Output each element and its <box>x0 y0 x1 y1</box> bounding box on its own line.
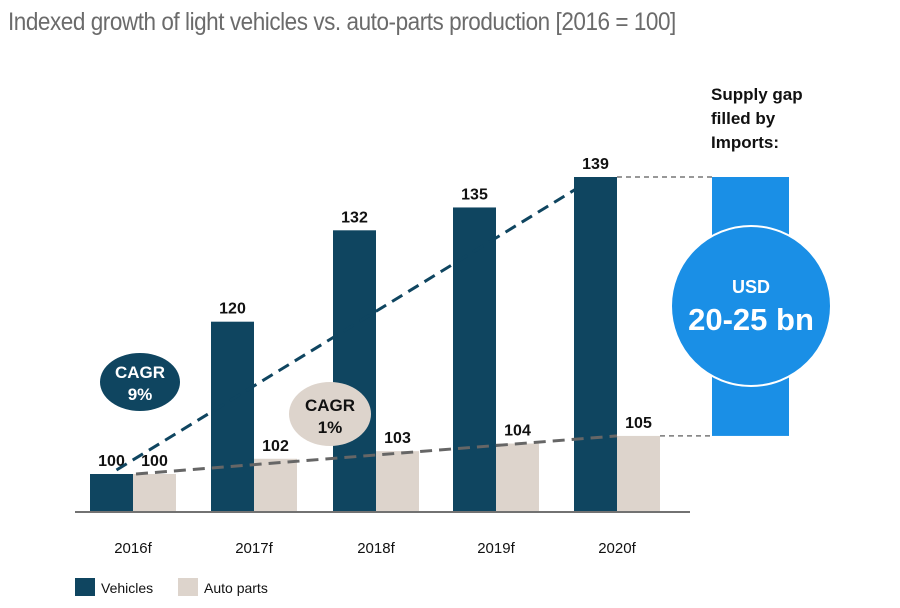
data-label-auto-parts-2016f: 100 <box>141 453 168 470</box>
x-tick-label: 2017f <box>235 540 273 557</box>
data-label-vehicles-2019f: 135 <box>461 186 488 203</box>
supply-gap-value: 20-25 bn <box>688 302 814 337</box>
legend-swatch-vehicles <box>75 578 95 596</box>
bar-auto-parts-2019f <box>496 443 539 511</box>
supply-gap-currency: USD <box>732 277 770 297</box>
bar-vehicles-2019f <box>453 207 496 511</box>
legend-swatch-auto-parts <box>178 578 198 596</box>
cagr-parts-badge: CAGR 1% <box>289 382 371 446</box>
supply-gap-heading-1: Supply gap <box>711 85 803 104</box>
supply-gap-circle <box>670 225 832 387</box>
bar-auto-parts-2018f <box>376 451 419 511</box>
bar-auto-parts-2017f <box>254 458 297 511</box>
bar-vehicles-2016f <box>90 474 133 511</box>
cagr-vehicles-label: CAGR <box>115 363 165 382</box>
bar-auto-parts-2020f <box>617 435 660 511</box>
data-label-vehicles-2016f: 100 <box>98 453 125 470</box>
chart-title: Indexed growth of light vehicles vs. aut… <box>8 8 676 36</box>
data-label-vehicles-2017f: 120 <box>219 301 246 318</box>
x-tick-label: 2016f <box>114 540 152 557</box>
cagr-parts-value: 1% <box>318 418 343 437</box>
data-label-auto-parts-2018f: 103 <box>384 430 411 447</box>
legend-label-auto-parts: Auto parts <box>204 580 268 596</box>
cagr-parts-label: CAGR <box>305 396 355 415</box>
data-label-vehicles-2018f: 132 <box>341 209 368 226</box>
supply-gap-heading-3: Imports: <box>711 133 779 152</box>
cagr-vehicles-value: 9% <box>128 385 153 404</box>
legend: Vehicles Auto parts <box>75 578 268 596</box>
x-tick-label: 2020f <box>598 540 636 557</box>
legend-label-vehicles: Vehicles <box>101 580 153 596</box>
data-label-auto-parts-2017f: 102 <box>262 438 289 455</box>
x-tick-label: 2019f <box>477 540 515 557</box>
data-label-auto-parts-2020f: 105 <box>625 415 652 432</box>
data-label-auto-parts-2019f: 104 <box>504 423 531 440</box>
supply-gap-callout: Supply gap filled by Imports: USD 20-25 … <box>617 85 832 437</box>
trend-line-vehicles <box>115 187 577 472</box>
supply-gap-heading-2: filled by <box>711 109 776 128</box>
bar-vehicles-2020f <box>574 177 617 511</box>
cagr-vehicles-badge: CAGR 9% <box>100 353 180 411</box>
bar-vehicles-2017f <box>211 321 254 511</box>
x-tick-label: 2018f <box>357 540 395 557</box>
data-label-vehicles-2020f: 139 <box>582 156 609 173</box>
bar-vehicles-2018f <box>333 230 376 512</box>
trend-line-auto-parts <box>135 434 618 476</box>
bar-auto-parts-2016f <box>133 474 176 511</box>
